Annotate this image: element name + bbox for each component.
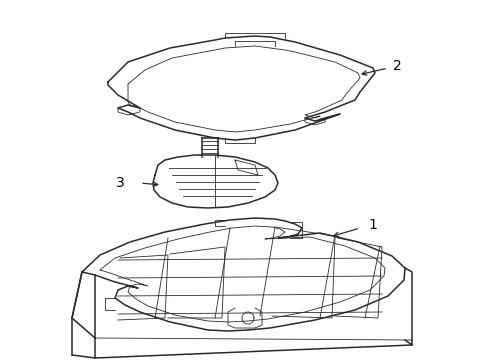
Text: 3: 3 (116, 176, 125, 190)
Text: 1: 1 (367, 218, 376, 232)
Text: 2: 2 (392, 59, 401, 73)
